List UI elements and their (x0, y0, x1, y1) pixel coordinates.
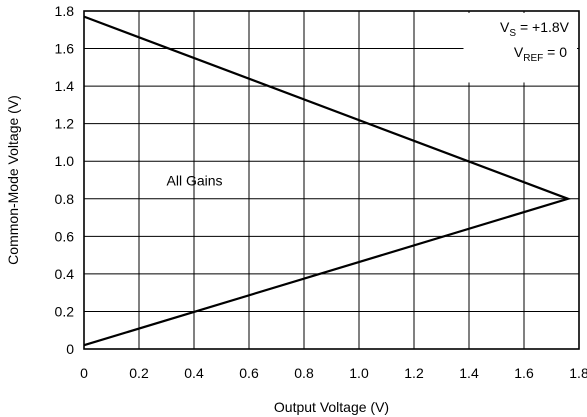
y-tick-label: 0.2 (55, 303, 75, 319)
x-tick-label: 0.6 (239, 365, 259, 381)
y-tick-labels: 0 0.2 0.4 0.6 0.8 1.0 1.2 1.4 1.6 1.8 (55, 3, 75, 357)
conditions-legend: VS = +1.8V VREF = 0 (463, 13, 577, 83)
conditions-legend-background (463, 13, 577, 83)
x-tick-label: 0.2 (129, 365, 149, 381)
x-tick-label: 1.8 (569, 365, 587, 381)
y-axis-label: Common-Mode Voltage (V) (5, 95, 21, 265)
series-group (83, 15, 572, 347)
vref-symbol: V (514, 44, 524, 60)
y-tick-label: 1.2 (55, 116, 75, 132)
x-tick-label: 0.4 (184, 365, 204, 381)
vs-value: = +1.8V (516, 19, 570, 35)
grid-lines (84, 11, 579, 349)
series-line (83, 15, 572, 347)
y-tick-label: 1.4 (55, 78, 75, 94)
all-gains-annotation: All Gains (167, 173, 223, 189)
vs-annotation: VS = +1.8V (500, 19, 570, 39)
vref-annotation: VREF = 0 (514, 44, 567, 64)
y-tick-label: 1.6 (55, 41, 75, 57)
y-tick-label: 1.0 (55, 153, 75, 169)
x-tick-label: 1.6 (514, 365, 534, 381)
x-axis-label: Output Voltage (V) (274, 399, 389, 415)
x-tick-label: 0.8 (294, 365, 314, 381)
x-tick-labels: 0 0.2 0.4 0.6 0.8 1.0 1.2 1.4 1.6 1.8 (80, 365, 587, 381)
vref-subscript: REF (523, 53, 543, 64)
x-tick-label: 1.4 (459, 365, 479, 381)
vs-symbol: V (500, 19, 510, 35)
plot-frame (83, 10, 580, 350)
y-tick-label: 0 (66, 341, 74, 357)
x-tick-label: 1.0 (349, 365, 369, 381)
vref-value: = 0 (543, 44, 567, 60)
y-tick-label: 0.8 (55, 191, 75, 207)
x-tick-label: 1.2 (404, 365, 424, 381)
vs-subscript: S (509, 28, 516, 39)
y-tick-label: 1.8 (55, 3, 75, 19)
y-tick-label: 0.4 (55, 266, 75, 282)
x-tick-label: 0 (80, 365, 88, 381)
y-tick-label: 0.6 (55, 228, 75, 244)
